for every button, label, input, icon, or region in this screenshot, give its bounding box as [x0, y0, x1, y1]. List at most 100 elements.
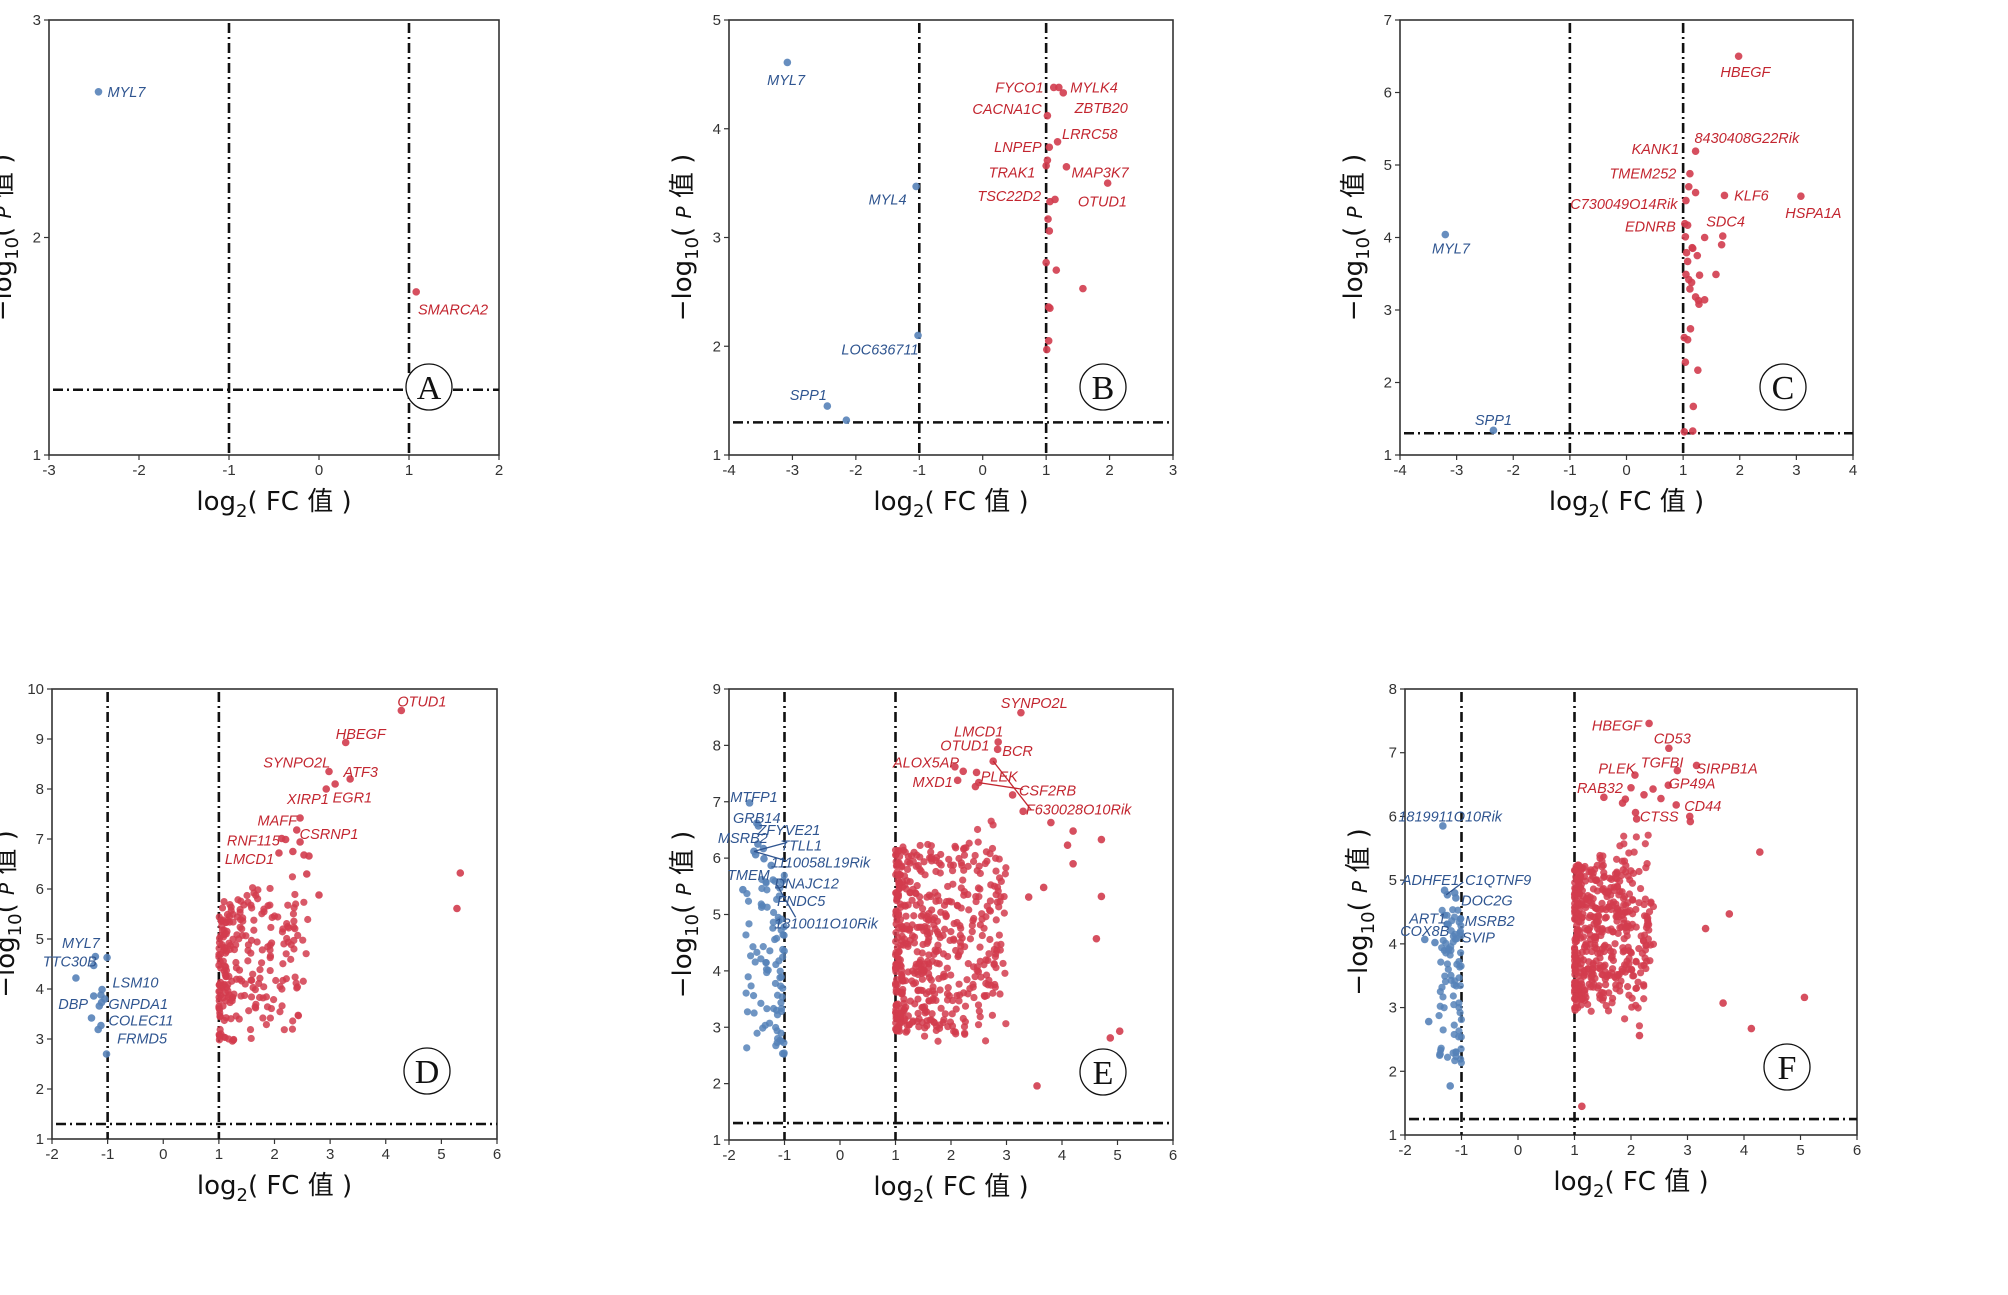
data-point-up	[1643, 957, 1651, 965]
gene-label: CSF2RB	[1019, 783, 1077, 799]
data-point-down	[762, 965, 771, 973]
data-point-up	[1607, 954, 1616, 962]
data-point-up	[1611, 940, 1619, 948]
data-point-up	[892, 975, 901, 984]
data-point-up	[941, 925, 949, 933]
data-point-up	[936, 986, 944, 994]
data-point-up	[936, 869, 944, 877]
data-point-up	[1062, 163, 1071, 171]
data-point-down	[757, 999, 765, 1007]
data-point-down	[769, 918, 777, 926]
x-tick-label: -1	[1455, 1142, 1468, 1159]
data-point-up	[978, 915, 986, 923]
data-point-up	[917, 956, 925, 964]
x-axis-title-sub: 2	[236, 1185, 247, 1206]
data-point-up	[963, 976, 971, 984]
data-point-up	[931, 888, 939, 896]
data-point-up	[322, 785, 331, 793]
data-point-down	[1420, 935, 1429, 944]
data-point-up	[1572, 908, 1580, 916]
data-point-up	[1624, 908, 1632, 916]
data-point-up	[1587, 866, 1595, 874]
y-axis-title-p: P	[672, 206, 696, 219]
y-tick-label: 1	[36, 1131, 44, 1148]
data-point-up	[991, 983, 999, 991]
panel-letter: C	[1772, 370, 1795, 407]
data-point-down	[1440, 1004, 1448, 1012]
data-point-up	[1042, 345, 1051, 354]
data-point-up	[289, 847, 297, 856]
data-point-up	[1581, 941, 1589, 949]
data-point-up	[1625, 991, 1633, 999]
data-point-up	[1598, 945, 1606, 953]
data-point-up	[1595, 912, 1603, 920]
panel-letter-circle	[1079, 1048, 1127, 1096]
data-point-up	[1645, 926, 1653, 934]
data-point-up	[927, 842, 935, 850]
y-tick-label: 3	[36, 1031, 44, 1048]
data-point-up	[291, 925, 299, 933]
x-axis-title: log2( FC 值 )	[197, 1171, 352, 1206]
y-axis-title-sub: 10	[682, 914, 703, 937]
data-point-up	[900, 995, 908, 1003]
data-point-up	[953, 918, 961, 927]
data-point-up	[1712, 270, 1720, 279]
data-point-up	[908, 896, 916, 904]
data-point-down	[1437, 1044, 1445, 1052]
data-point-up	[937, 1004, 945, 1012]
data-point-up	[897, 1009, 905, 1018]
data-point-down	[89, 992, 98, 1000]
data-point-up	[936, 933, 944, 942]
gene-label: FRMD5	[117, 1032, 168, 1048]
data-point-down	[771, 877, 779, 885]
data-point-up	[289, 910, 298, 918]
gene-label: COLEC11	[108, 1014, 173, 1030]
data-point-up	[981, 1037, 990, 1045]
data-point-up	[1055, 83, 1063, 92]
data-point-up	[1691, 147, 1700, 156]
data-point-up	[1800, 993, 1809, 1002]
data-point-up	[1103, 179, 1112, 187]
data-point-up	[1725, 910, 1734, 918]
data-point-up	[1613, 882, 1621, 890]
y-tick-label: 8	[1389, 681, 1397, 698]
data-point-up	[1045, 143, 1054, 152]
data-point-up	[971, 973, 979, 981]
data-point-up	[281, 835, 290, 844]
data-point-down	[1447, 927, 1455, 935]
data-point-up	[1008, 791, 1017, 799]
x-tick-label: 4	[382, 1146, 390, 1163]
data-point-down	[912, 182, 920, 191]
data-point-up	[1632, 923, 1640, 931]
data-point-up	[1614, 929, 1622, 938]
data-point-up	[1657, 794, 1665, 803]
data-point-up	[1017, 708, 1025, 717]
data-point-down	[842, 416, 851, 425]
data-point-up	[1002, 864, 1010, 872]
data-point-up	[987, 817, 995, 825]
data-point-up	[1609, 948, 1617, 956]
data-point-up	[1623, 957, 1631, 965]
data-point-down	[762, 958, 770, 967]
data-point-up	[1002, 1020, 1010, 1028]
y-tick-label: 2	[1389, 1063, 1397, 1080]
data-point-up	[903, 865, 912, 874]
data-point-up	[1576, 969, 1584, 977]
data-point-up	[1693, 251, 1702, 260]
data-point-up	[908, 977, 916, 985]
data-point-down	[1443, 960, 1452, 968]
gene-label: TSC22D2	[977, 189, 1041, 205]
data-point-up	[1599, 989, 1608, 997]
data-point-up	[299, 936, 307, 944]
data-point-up	[1595, 928, 1603, 936]
data-point-up	[237, 992, 245, 1000]
data-point-up	[894, 934, 902, 942]
data-point-up	[916, 865, 924, 874]
data-point-up	[1632, 1001, 1640, 1009]
gene-label: MYL7	[108, 85, 147, 101]
y-tick-label: 6	[1389, 808, 1397, 825]
data-point-down	[746, 952, 755, 960]
volcano-panel-d: -2 -1 0 1 2 3 4 5 6 1 2 3 4 5 6 7 8 9 10 OTUD1 HBEGF SYNPO2L A…	[0, 681, 501, 1206]
gene-label: DBP	[58, 997, 88, 1013]
x-axis-title-rest: ( FC 值 )	[924, 487, 1028, 517]
